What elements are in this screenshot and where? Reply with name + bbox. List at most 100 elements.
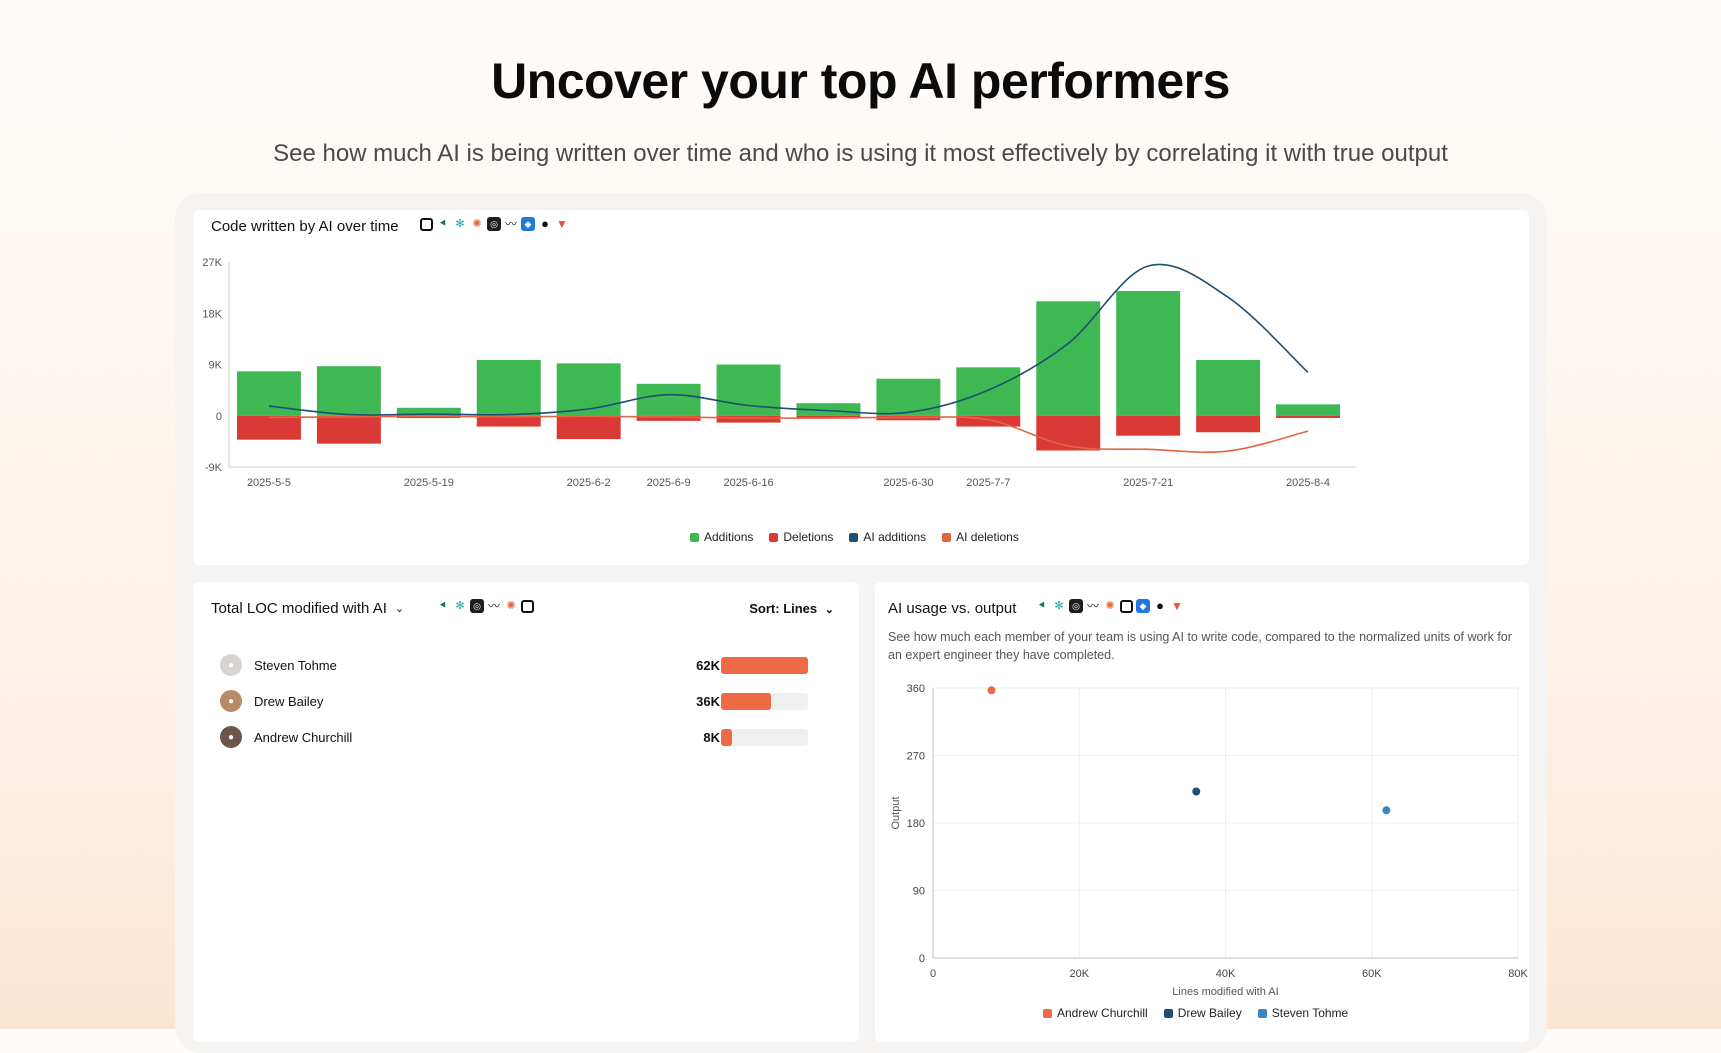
- ai-additions-line: [268, 263, 1309, 416]
- deletions-bar: [316, 415, 381, 444]
- devin-icon: 〰: [504, 217, 517, 231]
- additions-bar: [1196, 359, 1261, 416]
- additions-bar: [796, 403, 861, 416]
- cursor-icon: [521, 599, 534, 613]
- legend-ai-additions[interactable]: AI additions: [849, 530, 926, 544]
- x-tick-label: 2025-8-4: [1286, 477, 1330, 489]
- loc-bar: [721, 656, 808, 674]
- loc-bar-track: [721, 656, 808, 674]
- additions-bar: [316, 366, 381, 416]
- additions-bar: [556, 363, 621, 416]
- claude-icon: ✺: [1105, 600, 1115, 612]
- y-tick-label: 360: [907, 683, 925, 695]
- chatgpt-icon: ◎: [487, 217, 501, 231]
- x-tick-label: 2025-6-9: [647, 477, 691, 489]
- y-tick-label: 90: [913, 886, 925, 898]
- github-icon: ●: [1156, 598, 1164, 613]
- x-tick-label: 2025-5-5: [247, 477, 291, 489]
- chatgpt-icon: ◎: [470, 599, 484, 613]
- x-tick-label: 2025-7-21: [1123, 477, 1173, 489]
- avatar: ●: [220, 690, 242, 712]
- github-icon: ●: [541, 216, 549, 231]
- person-row[interactable]: ● Drew Bailey 36K: [220, 686, 830, 716]
- additions-bar: [396, 407, 461, 416]
- copilot-icon: ✻: [455, 218, 465, 230]
- deletions-bar: [1036, 415, 1101, 451]
- legend-additions[interactable]: Additions: [690, 530, 753, 544]
- loc-integration-icons: ⯇ ✻ ◎ 〰 ✺: [436, 599, 534, 613]
- chatgpt-icon: ◎: [1069, 599, 1083, 613]
- windsurf-icon: ⯇: [1037, 600, 1047, 612]
- legend-andrew-churchill[interactable]: Andrew Churchill: [1043, 1006, 1148, 1020]
- y-tick-label: 27K: [202, 257, 222, 269]
- claude-icon: ✺: [506, 600, 516, 612]
- gitlab-icon: ▼: [1171, 599, 1183, 613]
- y-tick-label: -9K: [205, 462, 223, 474]
- deletions-bar: [716, 415, 781, 423]
- sort-dropdown[interactable]: Sort: Lines ⌄: [749, 601, 834, 616]
- scatter-point: [1192, 787, 1201, 796]
- copilot-icon: ✻: [455, 600, 465, 612]
- ai-over-time-chart: 27K 18K 9K 0 -9K 2025-5-5 2025-5-19 2025-6-2 202…: [202, 257, 1356, 489]
- x-tick-label: 2025-6-16: [723, 477, 773, 489]
- x-tick-label: 40K: [1216, 968, 1236, 980]
- additions-bar: [476, 359, 541, 416]
- additions-bar: [1116, 291, 1181, 416]
- devin-icon: 〰: [1086, 599, 1099, 613]
- ai-usage-output-title: AI usage vs. output: [888, 600, 1017, 617]
- x-tick-label: 2025-5-19: [404, 477, 454, 489]
- usage-integration-icons: ⯇ ✻ ◎ 〰 ✺ ◆ ● ▼: [1035, 599, 1184, 613]
- additions-bar: [956, 367, 1021, 416]
- scatter-legend: Andrew Churchill Drew Bailey Steven Tohm…: [1043, 1006, 1348, 1020]
- bitbucket-icon: ◆: [1136, 599, 1150, 613]
- loc-title-dropdown[interactable]: Total LOC modified with AI ⌄: [211, 600, 405, 617]
- y-axis-label: Output: [890, 796, 902, 829]
- person-row[interactable]: ● Steven Tohme 62K: [220, 650, 830, 680]
- scatter-point: [987, 686, 996, 695]
- ai-over-time-card: Code written by AI over time ⯇ ✻ ✺ ◎ 〰 ◆…: [193, 210, 1529, 565]
- y-tick-label: 180: [907, 818, 925, 830]
- legend-drew-bailey[interactable]: Drew Bailey: [1163, 1006, 1242, 1020]
- x-tick-label: 60K: [1362, 968, 1382, 980]
- x-tick-label: 80K: [1508, 968, 1528, 980]
- windsurf-icon: ⯇: [438, 218, 448, 230]
- scatter-point: [1382, 806, 1391, 815]
- page-subtitle: See how much AI is being written over ti…: [273, 140, 1448, 167]
- x-tick-label: 2025-6-2: [567, 477, 611, 489]
- additions-bar: [1276, 404, 1341, 416]
- loc-bar: [721, 728, 733, 746]
- loc-with-ai-card: Total LOC modified with AI ⌄ ⯇ ✻ ◎ 〰 ✺ S…: [193, 582, 859, 1042]
- legend-ai-deletions[interactable]: AI deletions: [942, 530, 1019, 544]
- x-tick-label: 2025-6-30: [883, 477, 933, 489]
- additions-bar: [636, 383, 701, 416]
- chevron-down-icon: ⌄: [394, 603, 405, 615]
- devin-icon: 〰: [487, 599, 500, 613]
- x-tick-label: 2025-7-7: [966, 477, 1010, 489]
- y-tick-label: 270: [907, 751, 925, 763]
- deletions-bar: [1116, 415, 1181, 436]
- ai-usage-output-card: AI usage vs. output ⯇ ✻ ◎ 〰 ✺ ◆ ● ▼ See …: [875, 582, 1529, 1042]
- deletions-bar: [636, 415, 701, 421]
- x-tick-label: 0: [930, 968, 936, 980]
- deletions-bar: [476, 415, 541, 427]
- ai-over-time-title: Code written by AI over time: [211, 218, 399, 235]
- y-tick-label: 0: [919, 953, 925, 965]
- ai-usage-description: See how much each member of your team is…: [888, 630, 1512, 662]
- legend-steven-tohme[interactable]: Steven Tohme: [1257, 1006, 1348, 1020]
- y-tick-label: 9K: [209, 360, 223, 372]
- avatar: ●: [220, 726, 242, 748]
- ai-deletions-line: [268, 415, 1309, 453]
- legend-deletions[interactable]: Deletions: [769, 530, 833, 544]
- bitbucket-icon: ◆: [521, 217, 535, 231]
- loc-bar-track: [721, 692, 808, 710]
- additions-bar: [876, 378, 941, 416]
- gitlab-icon: ▼: [556, 217, 568, 231]
- avatar: ●: [220, 654, 242, 676]
- person-row[interactable]: ● Andrew Churchill 8K: [220, 722, 830, 752]
- windsurf-icon: ⯇: [438, 600, 448, 612]
- ai-usage-scatter: 360 270 180 90 00 20K 40K 60K 80K Lines modified …: [890, 683, 1528, 998]
- cursor-icon: [1120, 599, 1133, 613]
- loc-bar: [721, 692, 772, 710]
- page-title: Uncover your top AI performers: [491, 53, 1230, 109]
- x-axis-label: Lines modified with AI: [1172, 986, 1278, 998]
